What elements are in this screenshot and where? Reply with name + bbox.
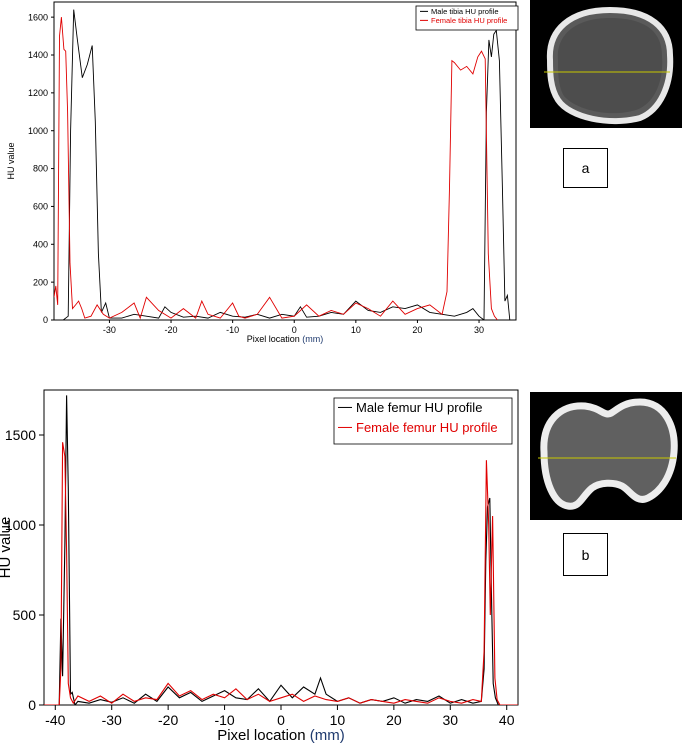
x-tick-label-b: 0 — [277, 712, 285, 728]
legend-entry-a: Female tibia HU profile — [431, 16, 507, 25]
y-tick-label-b: 1000 — [5, 517, 36, 533]
x-tick-label-a: -30 — [103, 325, 116, 335]
series-line-a-male — [54, 9, 511, 320]
y-axis-label-a: HU value — [6, 142, 16, 179]
x-tick-label-a: -20 — [165, 325, 178, 335]
x-axis-label-a: Pixel location (mm) — [247, 334, 324, 344]
x-tick-label-a: 20 — [412, 325, 422, 335]
y-tick-label-a: 1400 — [28, 50, 48, 60]
series-line-b-female — [44, 442, 518, 705]
series-line-a-female — [54, 17, 498, 320]
y-tick-label-b: 1500 — [5, 427, 36, 443]
y-tick-label-b: 0 — [28, 697, 36, 713]
x-tick-label-b: -40 — [45, 712, 65, 728]
x-tick-label-b: -20 — [158, 712, 178, 728]
x-axis-label-b: Pixel location (mm) — [217, 727, 345, 744]
legend-a — [415, 5, 519, 31]
y-tick-label-a: 200 — [33, 277, 48, 287]
panel-label-a: a — [563, 148, 608, 188]
y-tick-label-a: 1000 — [28, 126, 48, 136]
plot-frame-a — [53, 1, 517, 321]
y-tick-label-a: 1200 — [28, 88, 48, 98]
x-tick-label-b: -30 — [102, 712, 122, 728]
x-tick-label-b: -10 — [214, 712, 234, 728]
x-tick-label-a: -10 — [226, 325, 239, 335]
plot-frame-b — [43, 389, 519, 706]
y-tick-label-a: 1600 — [28, 12, 48, 22]
x-tick-label-b: 30 — [442, 712, 458, 728]
y-tick-label-a: 0 — [43, 315, 48, 325]
x-tick-label-a: 30 — [474, 325, 484, 335]
legend-entry-a: Male tibia HU profile — [431, 7, 499, 16]
x-tick-label-a: 0 — [292, 325, 297, 335]
series-line-b-male — [44, 395, 518, 705]
x-tick-label-b: 40 — [499, 712, 515, 728]
y-tick-label-a: 400 — [33, 239, 48, 249]
y-tick-label-b: 500 — [13, 607, 37, 623]
femur-ct-image — [530, 392, 682, 520]
legend-entry-b: Male femur HU profile — [356, 400, 482, 415]
y-tick-label-a: 600 — [33, 202, 48, 212]
panel-label-b: b — [563, 533, 608, 576]
y-axis-label-b: HU value — [0, 517, 14, 579]
legend-b — [333, 397, 513, 445]
x-tick-label-a: 10 — [351, 325, 361, 335]
x-tick-label-b: 20 — [386, 712, 402, 728]
x-tick-label-b: 10 — [330, 712, 346, 728]
y-tick-label-a: 800 — [33, 164, 48, 174]
legend-entry-b: Female femur HU profile — [356, 420, 498, 435]
tibia-ct-image — [530, 0, 682, 128]
